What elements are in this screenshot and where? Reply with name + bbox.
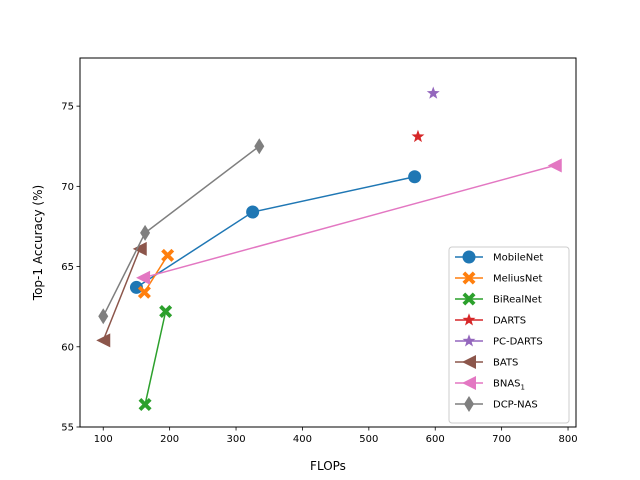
series-line-dcp-nas (102, 145, 260, 317)
data-point-mobilenet-2 (408, 170, 422, 184)
series-line-bnas1 (142, 164, 555, 279)
series-mobilenet (129, 170, 422, 294)
series-bnas1 (136, 158, 562, 285)
legend: MobileNet MeliusNet BiRealNet DARTS PC-DARTS… (448, 246, 570, 424)
x-tick-label: 800 (558, 434, 577, 445)
legend-marker-bats (462, 355, 476, 369)
legend-label-meliusnet: MeliusNet (493, 274, 543, 285)
legend-item-dcp-nas: DCP-NAS (455, 396, 538, 412)
legend-label-dcp-nas: DCP-NAS (493, 400, 538, 411)
legend-marker-birealnet (462, 292, 476, 306)
legend-label-bnas1: BNAS1 (493, 379, 525, 392)
data-point-meliusnet-1 (161, 248, 175, 262)
legend-marker-pc-darts (462, 334, 476, 347)
y-axis-ticks: 55 60 65 70 75 (61, 102, 80, 434)
data-point-pc-darts-0 (426, 86, 440, 99)
legend-marker-darts (462, 313, 476, 326)
x-tick-label: 700 (492, 434, 511, 445)
legend-item-bnas1: BNAS1 (455, 376, 525, 392)
data-point-mobilenet-1 (246, 205, 260, 219)
data-point-meliusnet-0 (137, 285, 151, 299)
data-point-dcp-nas-0 (98, 308, 109, 325)
y-axis-label: Top-1 Accuracy (%) (31, 185, 45, 301)
x-tick-label: 600 (426, 434, 445, 445)
axes-frame (79, 57, 577, 428)
series-line-mobilenet (136, 175, 415, 289)
plot-area (96, 86, 562, 412)
x-axis-ticks: 100 200 300 400 500 600 700 800 (94, 427, 578, 445)
legend-label-darts: DARTS (493, 316, 526, 327)
y-tick-label: 75 (61, 102, 74, 113)
y-tick-label: 55 (61, 423, 74, 434)
y-tick-label: 60 (61, 342, 74, 353)
legend-label-pc-darts: PC-DARTS (493, 337, 543, 348)
x-tick-label: 200 (160, 434, 179, 445)
data-point-bats-1 (132, 241, 147, 256)
x-tick-label: 500 (359, 434, 378, 445)
legend-item-darts: DARTS (455, 313, 526, 327)
legend-item-birealnet: BiRealNet (455, 292, 542, 306)
data-point-dcp-nas-1 (140, 224, 151, 241)
legend-item-bats: BATS (455, 355, 518, 369)
legend-label-bats: BATS (493, 358, 518, 369)
legend-label-birealnet: BiRealNet (493, 295, 542, 306)
data-point-dcp-nas-2 (254, 138, 265, 155)
legend-marker-mobilenet (462, 250, 476, 264)
series-birealnet (138, 304, 173, 412)
legend-marker-dcp-nas (464, 396, 474, 412)
series-line-birealnet (144, 311, 167, 405)
series-line-bats (102, 248, 141, 341)
legend-item-meliusnet: MeliusNet (455, 271, 543, 285)
legend-item-pc-darts: PC-DARTS (455, 334, 543, 348)
data-point-darts-0 (411, 129, 425, 143)
x-axis-label: FLOPs (310, 459, 346, 473)
series-darts (411, 129, 425, 143)
data-point-birealnet-0 (138, 398, 152, 412)
y-tick-label: 70 (61, 182, 74, 193)
series-bats (96, 241, 147, 348)
series-dcp-nas (98, 138, 265, 325)
data-point-mobilenet-0 (129, 280, 143, 294)
x-tick-label: 100 (94, 434, 113, 445)
legend-marker-meliusnet (462, 271, 476, 285)
series-pc-darts (426, 86, 440, 99)
x-tick-label: 300 (226, 434, 245, 445)
data-point-bnas1-1 (547, 158, 562, 173)
y-tick-label: 65 (61, 262, 74, 273)
data-point-bats-0 (96, 333, 111, 348)
x-tick-label: 400 (293, 434, 312, 445)
legend-item-mobilenet: MobileNet (455, 250, 543, 264)
data-point-birealnet-1 (159, 304, 173, 318)
data-point-bnas1-0 (136, 270, 151, 285)
legend-label-mobilenet: MobileNet (493, 253, 543, 264)
legend-frame (448, 246, 570, 424)
legend-marker-bnas1 (462, 376, 476, 390)
